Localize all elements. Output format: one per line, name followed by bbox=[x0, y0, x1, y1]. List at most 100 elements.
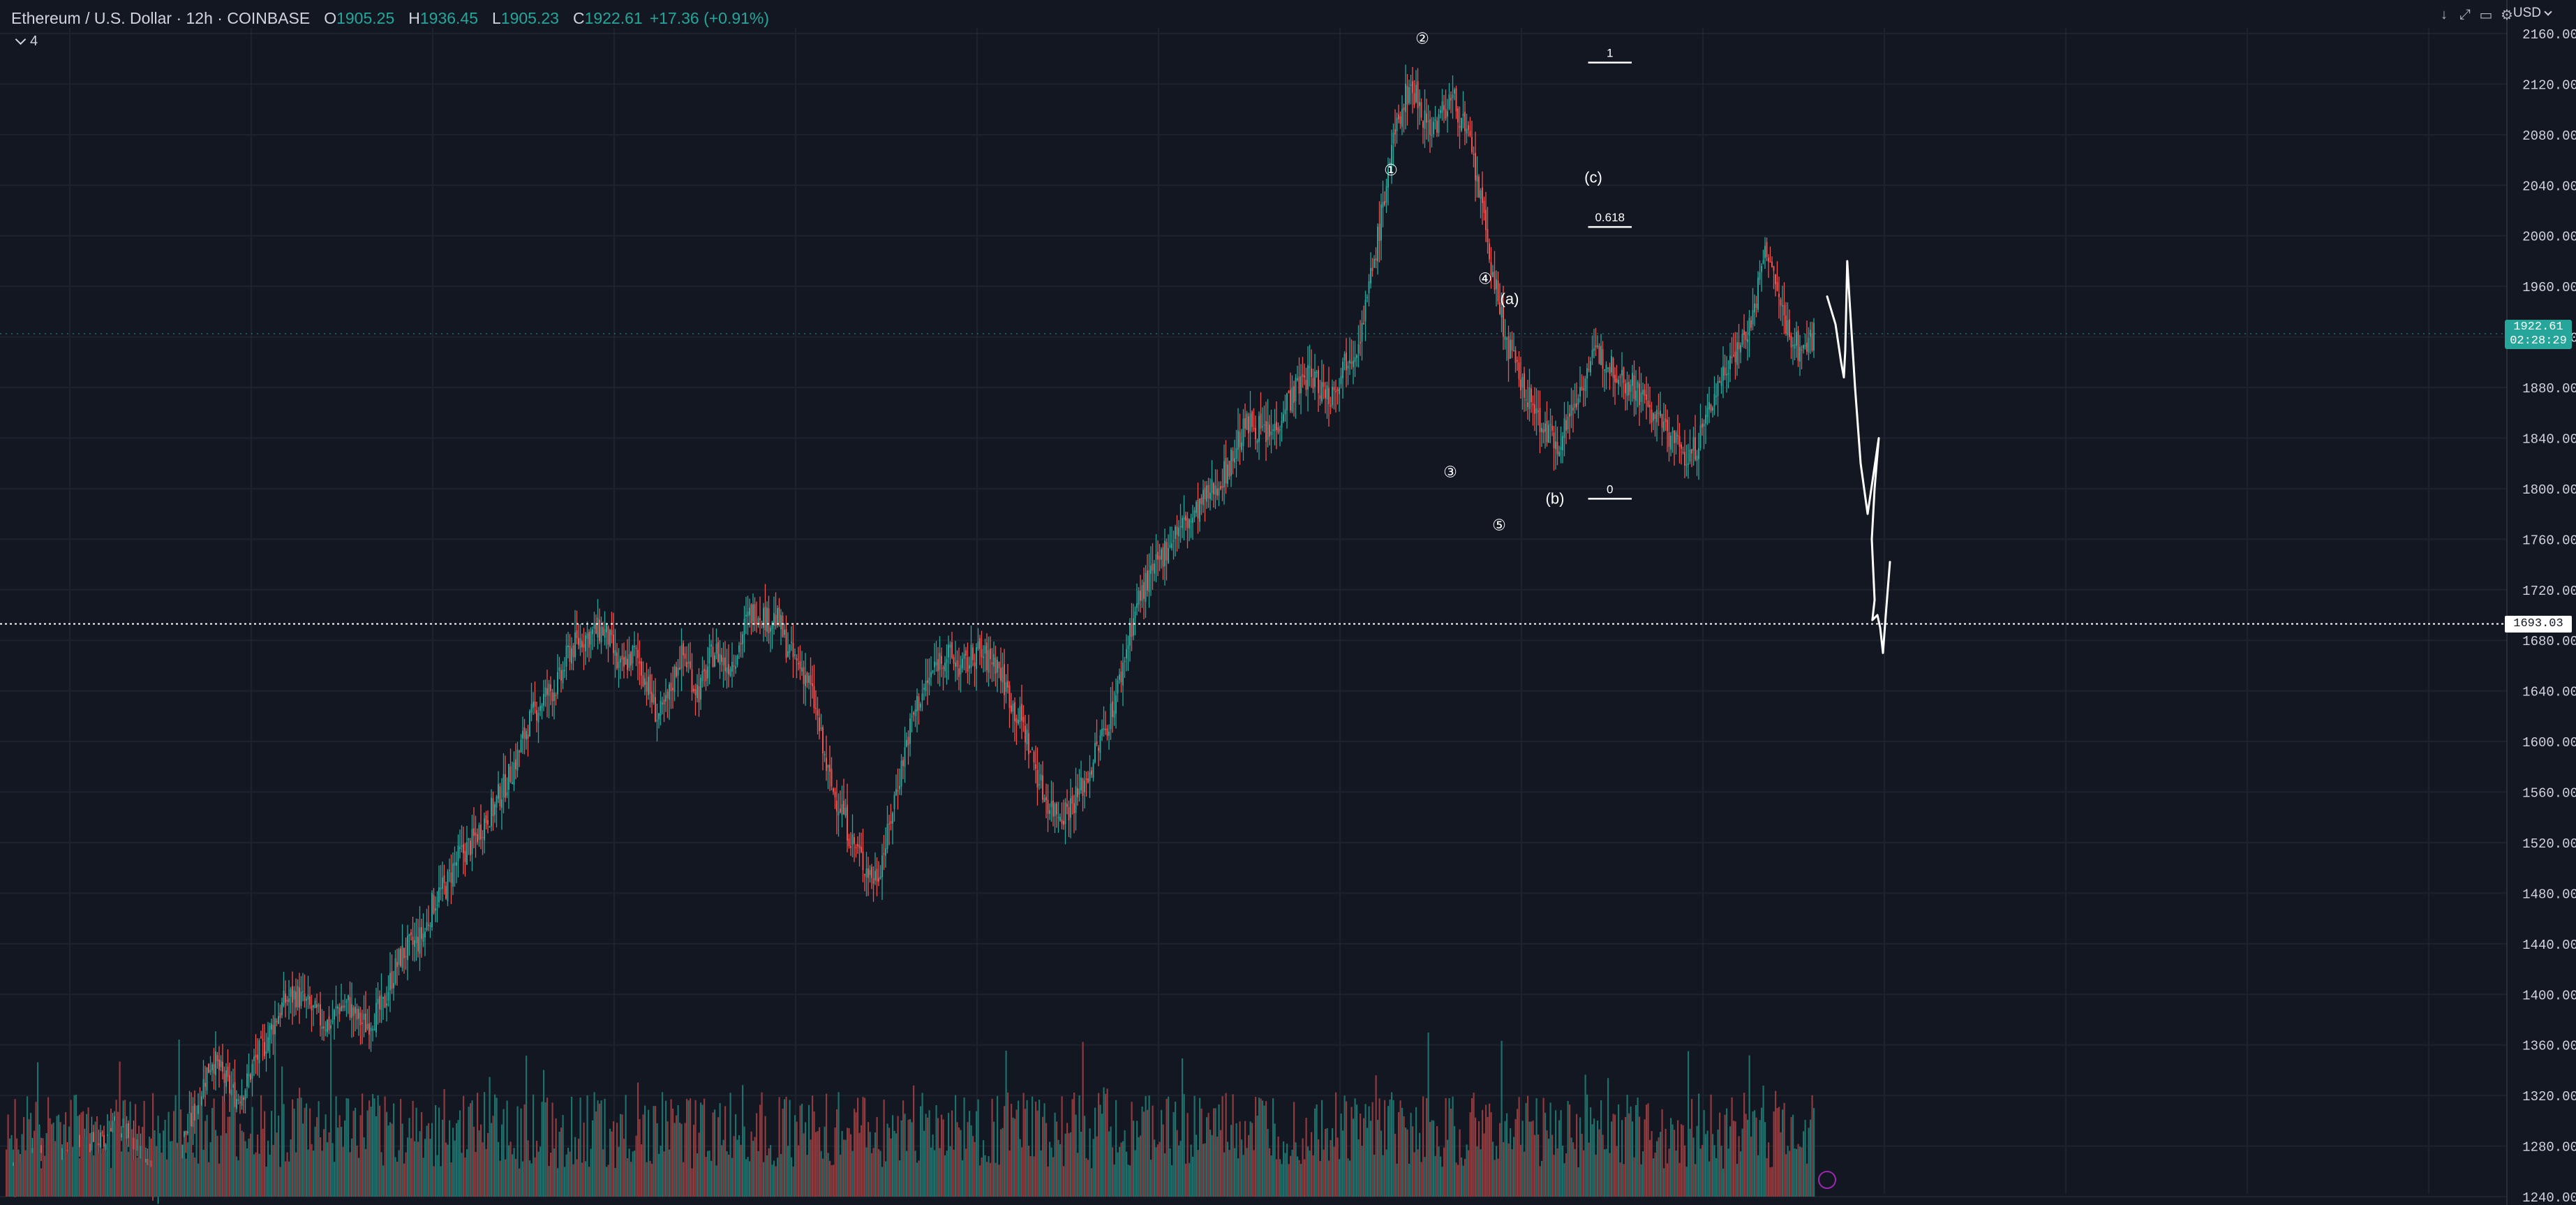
volume-bar bbox=[272, 1144, 274, 1197]
download-icon[interactable]: ↓ bbox=[2441, 6, 2448, 22]
volume-bar bbox=[1312, 1155, 1314, 1197]
volume-bar bbox=[379, 1105, 381, 1197]
volume-bar bbox=[380, 1152, 382, 1197]
volume-bar bbox=[334, 1162, 336, 1197]
candle-body bbox=[512, 782, 513, 785]
candle-body bbox=[1272, 429, 1274, 431]
candle-body bbox=[1387, 168, 1389, 188]
candle-body bbox=[513, 762, 515, 785]
volume-bar bbox=[276, 1132, 278, 1197]
candle-body bbox=[1513, 350, 1514, 352]
candle-body bbox=[533, 701, 534, 708]
candle-body bbox=[850, 846, 851, 848]
candle-body bbox=[1497, 281, 1499, 302]
candle-body bbox=[1265, 421, 1267, 443]
candle-body bbox=[1309, 366, 1311, 369]
volume-bar bbox=[979, 1165, 981, 1197]
volume-bar bbox=[1321, 1100, 1323, 1197]
candle-body bbox=[600, 626, 602, 643]
volume-bar bbox=[1199, 1097, 1201, 1197]
candle-body bbox=[1002, 667, 1004, 683]
fullscreen-icon[interactable]: ⤢ bbox=[2459, 6, 2471, 22]
candle-body bbox=[1464, 112, 1466, 131]
volume-bar bbox=[1583, 1150, 1585, 1197]
candle-body bbox=[1063, 820, 1064, 825]
candle-body bbox=[1755, 304, 1757, 309]
candle-body bbox=[1703, 423, 1705, 427]
candle-body bbox=[1605, 364, 1607, 374]
candle-body bbox=[262, 1039, 264, 1041]
volume-bar bbox=[278, 1115, 280, 1197]
candle-body bbox=[837, 811, 840, 815]
volume-bar bbox=[136, 1157, 138, 1197]
candle-body bbox=[1134, 612, 1136, 619]
volume-bar bbox=[1106, 1088, 1108, 1197]
candle-body bbox=[225, 1070, 227, 1087]
volume-bar bbox=[1494, 1160, 1496, 1197]
volume-bar bbox=[1538, 1134, 1540, 1197]
volume-bar bbox=[422, 1158, 424, 1197]
candle-body bbox=[429, 925, 431, 927]
volume-bar bbox=[1300, 1164, 1302, 1197]
volume-bar bbox=[1318, 1139, 1320, 1197]
volume-bar bbox=[494, 1094, 496, 1197]
volume-bar bbox=[637, 1082, 639, 1197]
candle-body bbox=[644, 678, 646, 685]
volume-bar bbox=[1098, 1093, 1100, 1197]
volume-bar bbox=[1541, 1160, 1543, 1197]
candle-body bbox=[925, 680, 927, 691]
volume-bar bbox=[1370, 1121, 1372, 1197]
candle-body bbox=[1131, 623, 1133, 637]
y-tick-label: 1960.00 bbox=[2522, 280, 2576, 295]
candle-body bbox=[1297, 378, 1298, 380]
volume-bar bbox=[662, 1092, 664, 1197]
volume-bar bbox=[574, 1137, 576, 1197]
screenshot-icon[interactable]: ▭ bbox=[2479, 7, 2493, 23]
candle-body bbox=[1127, 644, 1129, 649]
y-tick-label: 2040.00 bbox=[2522, 179, 2576, 194]
volume-bar bbox=[1799, 1146, 1801, 1197]
volume-bar bbox=[463, 1095, 465, 1197]
candle-body bbox=[1141, 585, 1143, 601]
volume-bar bbox=[1677, 1120, 1679, 1197]
volume-bar bbox=[1288, 1164, 1290, 1197]
y-tick-label: 1880.00 bbox=[2522, 381, 2576, 397]
volume-bar bbox=[627, 1158, 629, 1197]
volume-bar bbox=[1602, 1134, 1604, 1197]
volume-bar bbox=[1476, 1146, 1478, 1197]
volume-bar bbox=[456, 1123, 458, 1197]
currency-selector[interactable]: USD bbox=[2513, 6, 2552, 21]
candle-body bbox=[40, 1145, 42, 1153]
volume-bar bbox=[1642, 1151, 1644, 1197]
candle-body bbox=[1473, 154, 1475, 156]
volume-bar bbox=[698, 1132, 700, 1197]
candle-body bbox=[1494, 271, 1496, 290]
candle-body bbox=[1337, 389, 1339, 392]
candle-body bbox=[1415, 84, 1417, 103]
volume-bar bbox=[803, 1133, 805, 1197]
indicators-toggle[interactable]: 4 bbox=[10, 31, 45, 52]
volume-bar bbox=[794, 1115, 796, 1197]
candle-body bbox=[1647, 401, 1649, 407]
volume-bar bbox=[586, 1095, 588, 1197]
candle-body bbox=[309, 996, 311, 1005]
candle-body bbox=[318, 1005, 320, 1007]
volume-bar bbox=[167, 1111, 170, 1197]
candle-body bbox=[1639, 383, 1640, 406]
candle-body bbox=[679, 667, 680, 670]
candle-body bbox=[1207, 485, 1209, 498]
volume-bar bbox=[45, 1133, 47, 1197]
volume-bar bbox=[1178, 1145, 1180, 1197]
candle-body bbox=[662, 702, 663, 704]
candle-body bbox=[806, 672, 808, 683]
volume-bar bbox=[1340, 1114, 1342, 1197]
settings-icon[interactable]: ⚙ bbox=[2501, 7, 2513, 23]
volume-bar bbox=[572, 1164, 574, 1197]
candle-body bbox=[576, 630, 578, 638]
candle-body bbox=[1043, 797, 1045, 802]
symbol-title[interactable]: Ethereum / U.S. Dollar · 12h · COINBASE bbox=[11, 8, 311, 27]
candle-body bbox=[1660, 411, 1661, 416]
candle-body bbox=[1461, 118, 1462, 131]
volume-bar bbox=[1290, 1155, 1292, 1197]
